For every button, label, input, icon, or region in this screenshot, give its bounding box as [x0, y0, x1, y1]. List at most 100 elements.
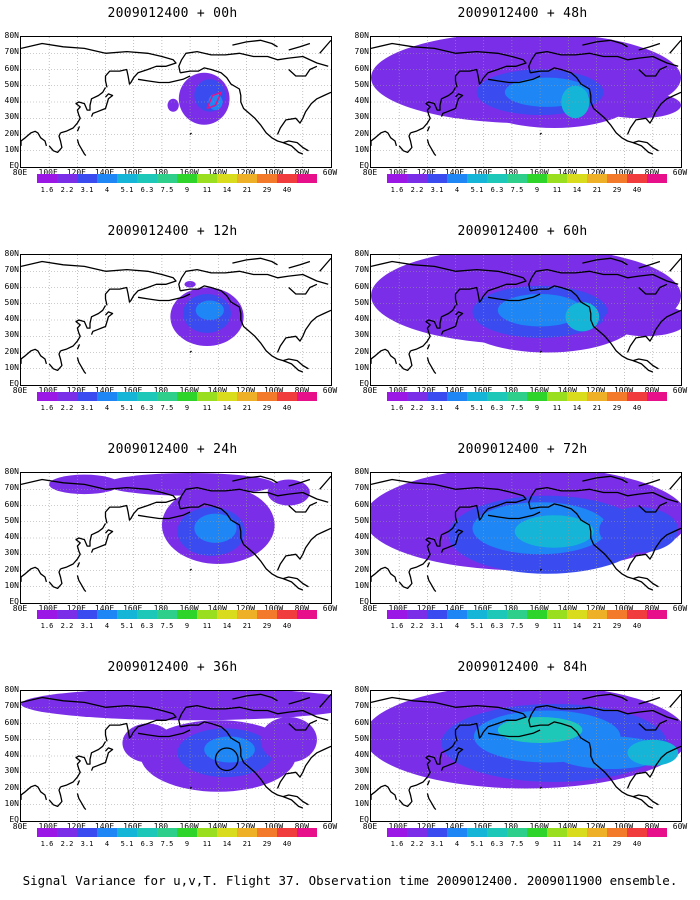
coastline: [21, 478, 106, 490]
coastline: [440, 311, 464, 335]
panel-title: 2009012400 + 48h: [457, 6, 588, 21]
coastline: [426, 139, 437, 157]
colorbar-swatch: [527, 828, 547, 837]
lon-tick-label: 180: [503, 386, 519, 395]
lon-tick-label: 160W: [529, 604, 549, 613]
map-svg: [21, 255, 331, 385]
colorbar: [387, 392, 667, 401]
colorbar-label: 3.1: [80, 186, 94, 194]
colorbar-label: 3.1: [80, 840, 94, 848]
colorbar-label: 29: [612, 622, 622, 630]
coastline: [189, 786, 192, 789]
coastline: [669, 475, 681, 490]
map-area: [20, 36, 332, 168]
variance-region: [194, 513, 237, 543]
lon-tick-label: 140E: [94, 168, 115, 177]
panel-title: 2009012400 + 00h: [107, 6, 238, 21]
colorbar-swatch: [607, 392, 627, 401]
colorbar-swatch: [237, 174, 257, 183]
lat-tick-label: EQ: [9, 379, 19, 388]
map-area: [370, 254, 682, 386]
colorbar-swatch: [97, 392, 117, 401]
colorbar-swatch: [627, 392, 647, 401]
lon-tick-label: 180: [503, 168, 519, 177]
lat-tick-label: 40N: [4, 96, 19, 105]
colorbar-swatch: [297, 828, 317, 837]
colorbar-label: 4: [104, 622, 110, 630]
lon-tick-label: 100E: [38, 168, 58, 177]
lat-tick-label: 50N: [4, 515, 19, 525]
lat-tick-label: 80N: [4, 249, 19, 258]
coastline: [632, 576, 659, 588]
coastline: [410, 741, 457, 788]
colorbar-label: 11: [552, 186, 562, 194]
lon-tick-label: 100W: [613, 386, 634, 395]
colorbar-label: 14: [222, 622, 232, 630]
colorbar-swatch: [627, 174, 647, 183]
colorbar-swatch: [77, 828, 97, 837]
colorbar-swatch: [407, 174, 427, 183]
colorbar-swatch: [507, 828, 527, 837]
lat-tick-label: 10N: [354, 362, 369, 372]
coastline: [371, 130, 398, 147]
colorbar-label: 6.3: [490, 186, 504, 194]
colorbar-swatch: [137, 828, 157, 837]
lat-tick-label: EQ: [359, 379, 369, 388]
coastline: [76, 126, 81, 132]
lon-tick-label: 140W: [557, 604, 577, 613]
colorbar-label: 21: [242, 186, 252, 194]
coastline: [137, 293, 191, 302]
coastline: [632, 794, 659, 806]
colorbar-label: 29: [262, 622, 272, 630]
colorbar-label: 6.3: [490, 840, 504, 848]
lat-tick-label: 30N: [4, 112, 19, 122]
colorbar-label: 40: [282, 186, 292, 194]
variance-region: [21, 691, 331, 721]
colorbar-label: 5.1: [470, 404, 484, 412]
lon-tick-label: 180: [153, 822, 169, 831]
colorbar-swatch: [57, 828, 77, 837]
colorbar-label: 14: [222, 840, 232, 848]
colorbar-label: 29: [612, 186, 622, 194]
colorbar-swatch: [587, 828, 607, 837]
coastline: [288, 696, 311, 705]
lon-tick-label: 80W: [644, 168, 660, 177]
map-svg: [371, 37, 681, 167]
lat-tick-label: 70N: [354, 483, 369, 493]
coastline: [539, 568, 542, 571]
variance-region: [596, 92, 681, 119]
lat-tick-label: EQ: [359, 597, 369, 606]
lon-tick-label: 120W: [585, 386, 606, 395]
variance-region: [603, 303, 681, 337]
coastline: [282, 794, 309, 806]
map-area: [370, 36, 682, 168]
map-svg: [21, 473, 331, 603]
lat-tick-label: 70N: [4, 265, 19, 275]
colorbar-swatch: [547, 828, 567, 837]
lon-tick-label: 100E: [388, 604, 408, 613]
panel-title: 2009012400 + 84h: [457, 660, 588, 675]
lat-tick-label: 80N: [354, 685, 369, 694]
colorbar-swatch: [487, 392, 507, 401]
colorbar-swatch: [547, 392, 567, 401]
colorbar-label: 29: [262, 840, 272, 848]
lon-tick-label: 100W: [613, 822, 634, 831]
colorbar-label: 21: [242, 404, 252, 412]
lon-tick-label: 100E: [38, 604, 58, 613]
lat-tick-label: 50N: [4, 733, 19, 743]
colorbar-swatch: [587, 174, 607, 183]
colorbar-swatch: [427, 828, 447, 837]
variance-region: [565, 302, 600, 332]
colorbar-swatch: [237, 392, 257, 401]
colorbar-label: 7.5: [160, 186, 174, 194]
colorbar-label: 29: [262, 186, 272, 194]
coastline: [582, 475, 628, 484]
coastline: [528, 50, 679, 73]
coastline: [582, 39, 628, 48]
coastline: [398, 132, 413, 154]
lat-tick-label: 10N: [354, 580, 369, 590]
colorbar-label: 4: [454, 186, 460, 194]
colorbar-label: 4: [104, 404, 110, 412]
lon-tick-label: 120E: [416, 604, 436, 613]
lat-tick-label: 40N: [354, 532, 369, 541]
